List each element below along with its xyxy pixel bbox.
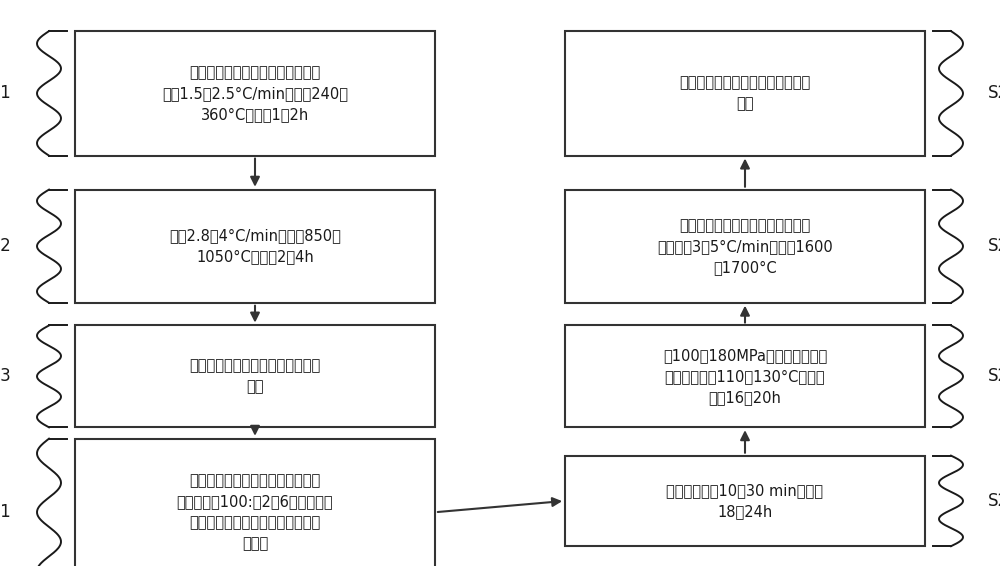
FancyBboxPatch shape (75, 190, 435, 303)
Text: 将干燥后的坯体置于高温炉中，以
升温速率3～5°C/min升温至1600
～1700°C: 将干燥后的坯体置于高温炉中，以 升温速率3～5°C/min升温至1600 ～17… (657, 218, 833, 275)
Text: 按多孔氧化铝团聚体陶瓷粉体：水
的质量比为100:（2～6）配料，将
多孔氧化铝团聚体陶瓷粉体置于搅
拌机中: 按多孔氧化铝团聚体陶瓷粉体：水 的质量比为100:（2～6）配料，将 多孔氧化铝… (177, 473, 333, 551)
FancyBboxPatch shape (75, 31, 435, 156)
Text: 加入水，搅拌10～30 min，困料
18～24h: 加入水，搅拌10～30 min，困料 18～24h (666, 483, 824, 519)
Text: S24: S24 (988, 237, 1000, 255)
Text: 在100～180MPa下挤压成型，成
型后的坯体于110～130°C条件下
干燥16～20h: 在100～180MPa下挤压成型，成 型后的坯体于110～130°C条件下 干燥… (663, 348, 827, 405)
Text: 随炉冷却，得到多孔氧化铝团聚体
粉体: 随炉冷却，得到多孔氧化铝团聚体 粉体 (189, 358, 321, 395)
Text: S21: S21 (0, 503, 12, 521)
Text: S11: S11 (0, 84, 12, 102)
FancyBboxPatch shape (565, 190, 925, 303)
Text: 再以2.8～4°C/min升温至850～
1050°C，保温2～4h: 再以2.8～4°C/min升温至850～ 1050°C，保温2～4h (169, 228, 341, 264)
FancyBboxPatch shape (565, 31, 925, 156)
Text: S22: S22 (988, 492, 1000, 510)
Text: S13: S13 (0, 367, 12, 385)
Text: S25: S25 (988, 84, 1000, 102)
Text: 冷却，得到纳米孔径的多孔氧化铝
陶瓷: 冷却，得到纳米孔径的多孔氧化铝 陶瓷 (679, 75, 811, 112)
FancyBboxPatch shape (75, 325, 435, 427)
Text: 将氢氧化铝细粉在高温炉中以升温
速率1.5～2.5°C/min升温至240～
360°C，保温1～2h: 将氢氧化铝细粉在高温炉中以升温 速率1.5～2.5°C/min升温至240～ 3… (162, 65, 348, 122)
FancyBboxPatch shape (565, 325, 925, 427)
FancyBboxPatch shape (75, 439, 435, 566)
Text: S23: S23 (988, 367, 1000, 385)
FancyBboxPatch shape (565, 456, 925, 546)
Text: S12: S12 (0, 237, 12, 255)
